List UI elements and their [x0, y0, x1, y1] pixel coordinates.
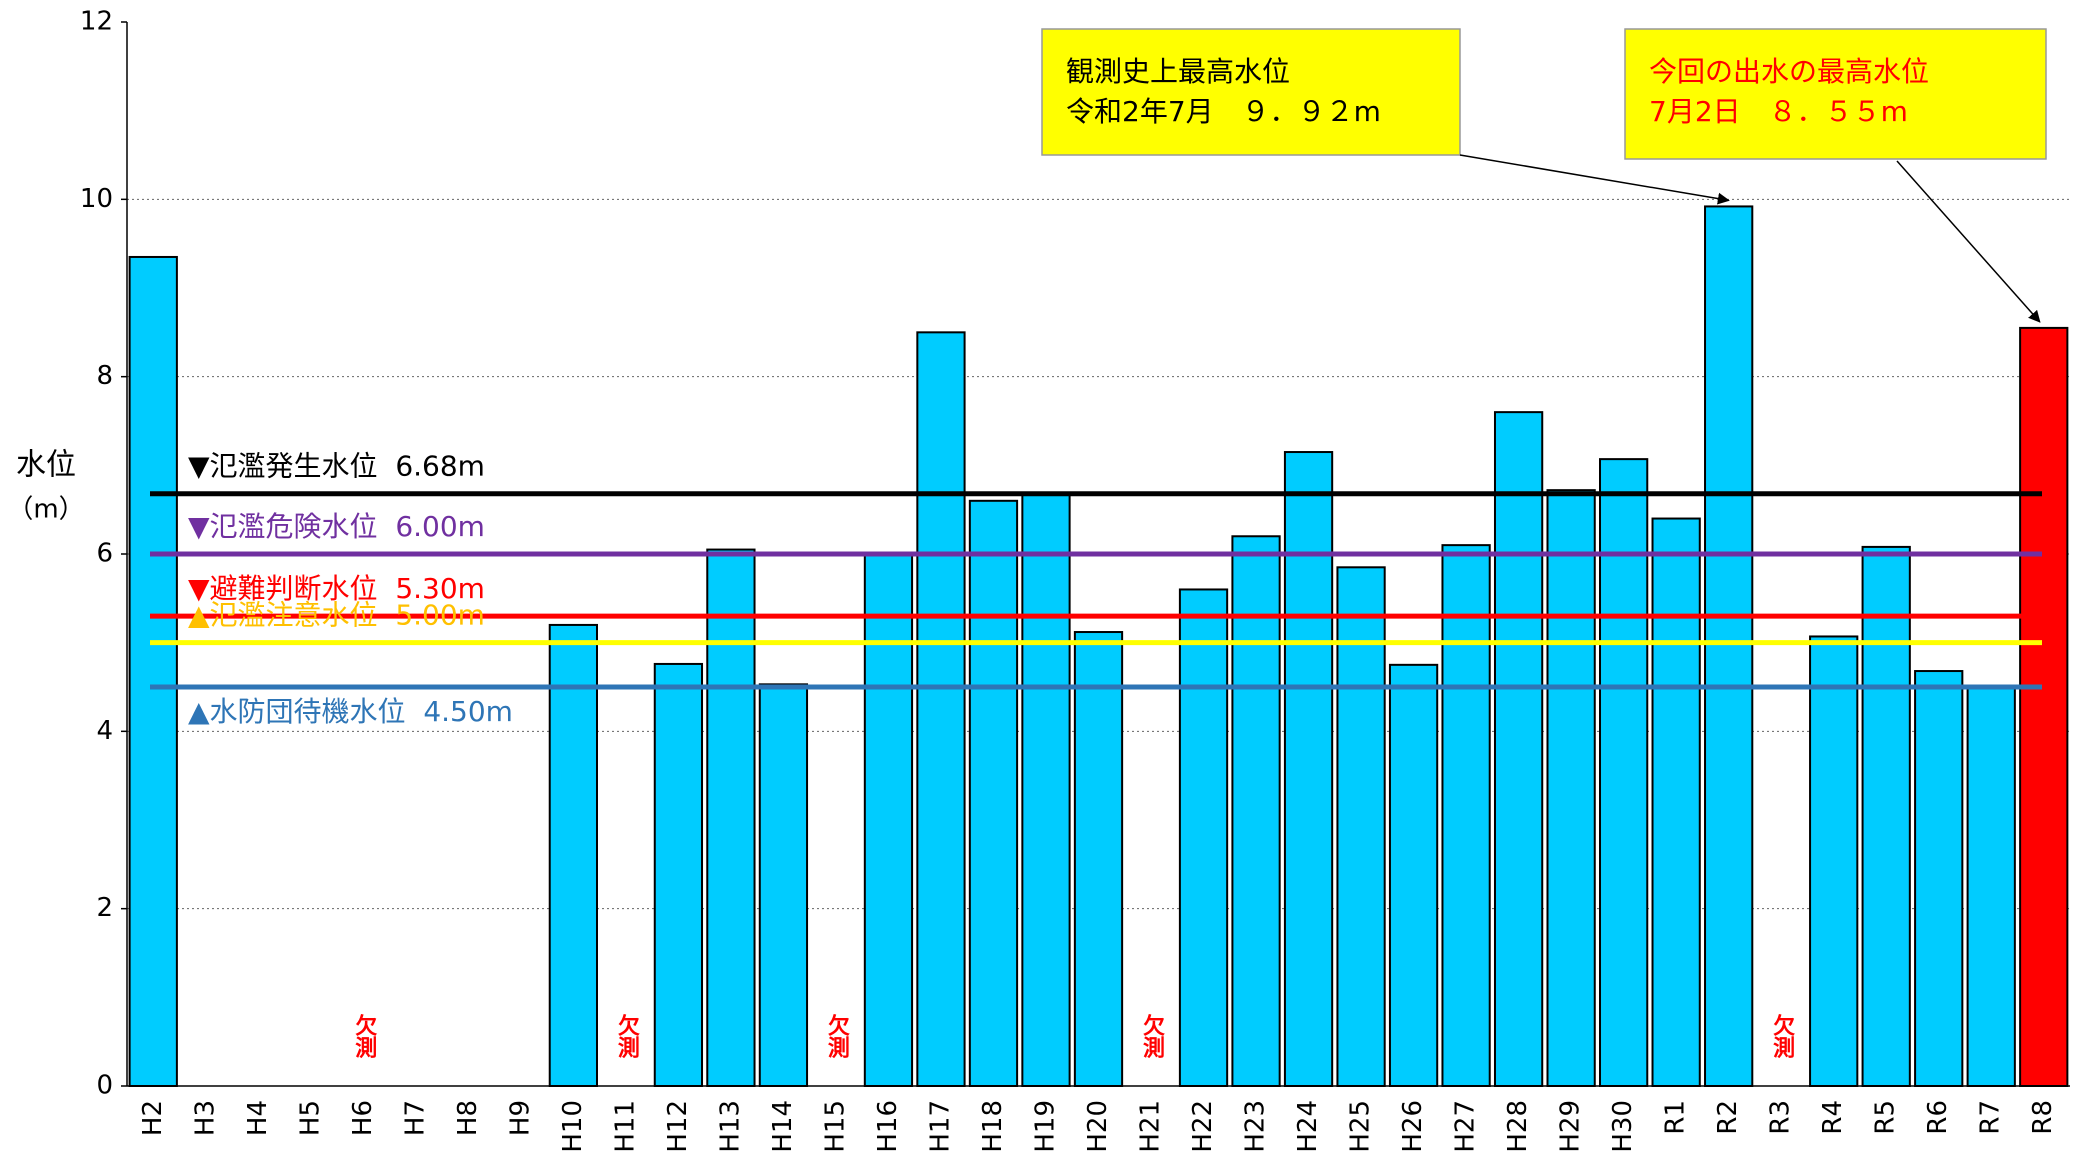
- y-tick-label: 10: [80, 184, 113, 214]
- y-tick-label: 12: [80, 7, 113, 37]
- threshold-label: ▼氾濫危険水位 6.00m: [188, 510, 485, 543]
- x-tick-label: R8: [2028, 1100, 2058, 1135]
- bar: [1651, 517, 1701, 1087]
- bar: [1914, 670, 1964, 1087]
- y-axis-label: （m）: [7, 495, 84, 525]
- x-tick-label: H26: [1398, 1100, 1428, 1153]
- bar: [1021, 492, 1071, 1087]
- x-tick-label: R4: [1818, 1100, 1848, 1135]
- callout-text: 令和2年7月 ９．９２m: [1066, 95, 1381, 128]
- bar: [1283, 451, 1334, 1087]
- x-tick-label: R5: [1871, 1100, 1901, 1135]
- y-tick-label: 4: [96, 716, 113, 746]
- callout-text: 7月2日 ８．５５m: [1649, 95, 1908, 128]
- x-tick-label: H22: [1188, 1100, 1218, 1153]
- x-tick-label: H17: [925, 1100, 955, 1153]
- x-tick-label: H9: [505, 1100, 535, 1136]
- y-tick-label: 8: [96, 361, 113, 391]
- x-tick-label: R7: [1976, 1100, 2006, 1135]
- bar: [1073, 631, 1124, 1087]
- x-tick-label: H29: [1556, 1100, 1586, 1153]
- bar: [968, 499, 1019, 1087]
- callout-box: [1041, 28, 1461, 156]
- missing-label: 欠測: [351, 1013, 377, 1059]
- y-tick-label: 0: [96, 1071, 113, 1101]
- missing-label: 欠測: [1139, 1013, 1165, 1059]
- threshold-label: ▼氾濫発生水位 6.68m: [188, 450, 485, 483]
- bar: [1231, 535, 1281, 1087]
- x-tick-label: R6: [1923, 1100, 1953, 1135]
- bar: [1441, 544, 1491, 1087]
- x-tick-label: H11: [610, 1100, 640, 1153]
- x-tick-label: H5: [295, 1100, 325, 1136]
- x-tick-label: H25: [1346, 1100, 1376, 1153]
- x-tick-label: R2: [1713, 1100, 1743, 1135]
- bar: [2019, 326, 2069, 1087]
- bar: [1809, 635, 1859, 1088]
- missing-label: 欠測: [824, 1013, 850, 1059]
- x-tick-label: H15: [820, 1100, 850, 1153]
- bar: [916, 331, 966, 1088]
- x-tick-label: R3: [1766, 1100, 1796, 1135]
- x-tick-label: H14: [768, 1100, 798, 1153]
- bar: [653, 662, 704, 1087]
- bar: [1493, 411, 1544, 1087]
- threshold-label: ▼避難判断水位 5.30m: [188, 572, 485, 605]
- x-tick-label: H30: [1608, 1100, 1638, 1153]
- x-tick-label: R1: [1661, 1100, 1691, 1135]
- threshold-label: ▲水防団待機水位 4.50m: [188, 695, 513, 728]
- x-tick-label: H4: [243, 1100, 273, 1136]
- x-tick-label: H21: [1136, 1100, 1166, 1153]
- x-tick-label: H13: [715, 1100, 745, 1153]
- callout-text: 観測史上最高水位: [1066, 55, 1290, 88]
- x-tick-label: H12: [663, 1100, 693, 1153]
- missing-label: 欠測: [1769, 1013, 1795, 1059]
- bar: [1178, 588, 1229, 1087]
- bar: [1861, 545, 1911, 1087]
- bar: [1388, 663, 1439, 1087]
- y-tick-label: 2: [96, 893, 113, 923]
- bar: [706, 548, 756, 1087]
- x-tick-label: H23: [1241, 1100, 1271, 1153]
- x-tick-label: H7: [400, 1100, 430, 1136]
- x-tick-label: H6: [348, 1100, 378, 1136]
- callout-arrow: [1896, 160, 2041, 323]
- x-tick-label: H8: [453, 1100, 483, 1136]
- x-tick-label: H3: [190, 1100, 220, 1136]
- bar: [1599, 458, 1649, 1088]
- threshold-label: ▲氾濫注意水位 5.00m: [188, 599, 485, 632]
- x-tick-label: H2: [138, 1100, 168, 1136]
- x-tick-label: H10: [558, 1100, 588, 1153]
- callout-box: [1624, 28, 2047, 160]
- x-tick-label: H24: [1293, 1100, 1323, 1153]
- missing-label: 欠測: [614, 1013, 640, 1059]
- bar: [128, 255, 178, 1087]
- x-tick-label: H19: [1030, 1100, 1060, 1153]
- y-axis-label: 水位: [16, 448, 76, 483]
- callout-arrow: [1459, 154, 1730, 205]
- y-tick-label: 6: [96, 539, 113, 569]
- x-tick-label: H18: [978, 1100, 1008, 1153]
- bar: [548, 623, 598, 1088]
- x-tick-label: H20: [1083, 1100, 1113, 1153]
- x-tick-label: H28: [1503, 1100, 1533, 1153]
- x-tick-label: H16: [873, 1100, 903, 1153]
- bar: [1966, 686, 2016, 1087]
- bar: [1704, 205, 1754, 1087]
- callout-text: 今回の出水の最高水位: [1649, 55, 1929, 88]
- x-tick-label: H27: [1451, 1100, 1481, 1153]
- bar: [863, 553, 914, 1087]
- bar: [758, 683, 809, 1088]
- bar: [1546, 489, 1596, 1088]
